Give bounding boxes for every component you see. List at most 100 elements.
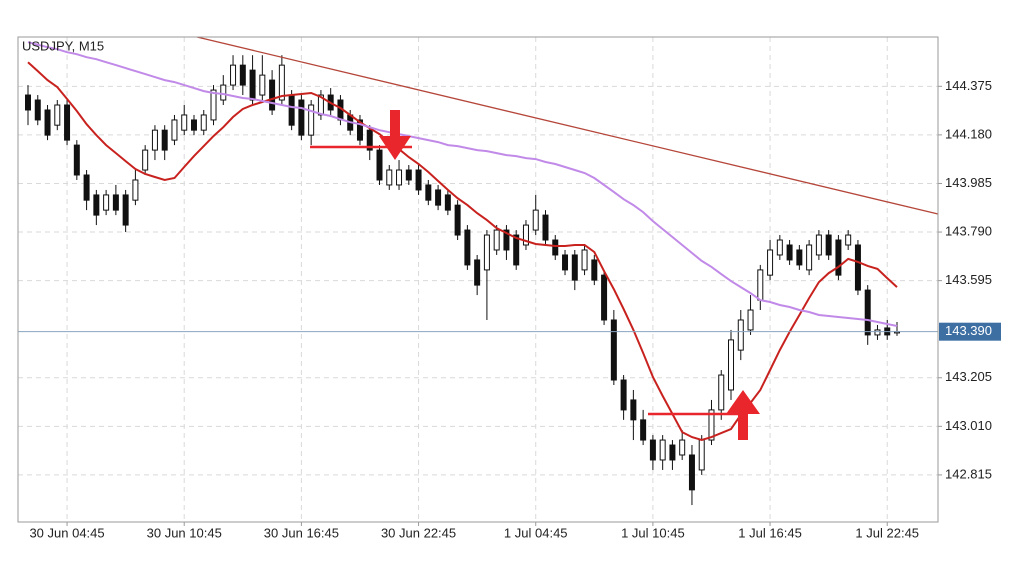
price-label: 143.390 (945, 323, 992, 338)
candle-body (737, 319, 744, 351)
sell-arrow (379, 110, 411, 160)
candle-body (435, 189, 442, 206)
y-tick-label: 142.815 (945, 466, 992, 481)
candle-body (503, 229, 510, 251)
x-tick-label: 1 Jul 22:45 (855, 525, 919, 540)
x-tick-label: 30 Jun 16:45 (264, 525, 339, 540)
candle-body (161, 129, 168, 151)
candle-body (688, 454, 695, 491)
y-tick-label: 143.790 (945, 223, 992, 238)
candle-body (640, 419, 647, 441)
candle-body (581, 249, 588, 271)
grid (18, 37, 938, 522)
candle-body (220, 84, 227, 101)
x-tick-label: 30 Jun 04:45 (29, 525, 104, 540)
candle-body (308, 104, 315, 136)
candle-body (366, 129, 373, 151)
y-tick-label: 143.985 (945, 175, 992, 190)
candle-body (142, 149, 149, 171)
candle-body (230, 64, 237, 86)
price-label-box (939, 322, 1001, 341)
x-tick-label: 30 Jun 10:45 (147, 525, 222, 540)
candle-body (601, 274, 608, 321)
candle-body (132, 179, 139, 201)
candle-body (54, 104, 61, 126)
candle-body (425, 184, 432, 201)
y-tick-label: 143.595 (945, 272, 992, 287)
candle-body (552, 239, 559, 256)
candle-body (151, 129, 158, 151)
x-tick-label: 30 Jun 22:45 (381, 525, 456, 540)
candle-body (34, 99, 41, 121)
candle-body (171, 119, 178, 141)
candle-body (708, 409, 715, 441)
y-tick-label: 144.180 (945, 126, 992, 141)
candle-body (464, 229, 471, 266)
candle-body (747, 309, 754, 331)
candle-body (591, 259, 598, 281)
candle-body (815, 234, 822, 256)
candle-body (728, 339, 735, 391)
candle-body (562, 254, 569, 271)
candle-body (93, 194, 100, 216)
candle-body (249, 69, 256, 101)
trend-line (196, 36, 939, 215)
candle-body (386, 169, 393, 186)
candle-body (83, 174, 90, 201)
candle-body (239, 64, 246, 86)
candle-body (396, 169, 403, 186)
candle-body (122, 194, 129, 226)
candle-body (513, 234, 520, 266)
candle-body (786, 244, 793, 261)
candle-body (698, 439, 705, 471)
axes: 144.375 144.180 143.985 143.790 143.595 143.2… (29, 78, 1001, 540)
candle-body (757, 269, 764, 301)
indicators (18, 41, 938, 442)
candle-body (474, 259, 481, 286)
candle-body (864, 289, 871, 336)
candle-body (542, 214, 549, 241)
candle-body (854, 244, 861, 291)
candle-body (806, 244, 813, 271)
plot-frame (17, 36, 939, 523)
candle-body (630, 399, 637, 421)
candle-body (376, 149, 383, 181)
candle-body (44, 109, 51, 136)
candle-body (874, 329, 881, 336)
candle-body (288, 94, 295, 126)
candle-body (103, 194, 110, 211)
candle-body (444, 194, 451, 211)
candle-body (493, 229, 500, 251)
x-tick-label: 1 Jul 04:45 (504, 525, 568, 540)
buy-arrow (726, 390, 760, 440)
moving-average (27, 41, 898, 327)
candle-body (620, 379, 627, 411)
candle-body (659, 439, 666, 461)
chart-title: USDJPY, M15 (22, 38, 104, 53)
candle-body (25, 94, 31, 111)
moving-average (27, 61, 898, 442)
candle-body (181, 114, 188, 131)
candle-body (835, 239, 842, 276)
candle-body (278, 64, 285, 101)
candle-body (405, 169, 412, 181)
candle-body (415, 169, 422, 191)
y-tick-label: 143.205 (945, 369, 992, 384)
y-tick-label: 143.010 (945, 418, 992, 433)
candle-body (522, 224, 529, 246)
candle-body (259, 74, 266, 96)
candle-body (269, 79, 276, 111)
x-tick-label: 1 Jul 10:45 (621, 525, 685, 540)
candle-body (190, 119, 197, 131)
candle-body (532, 209, 539, 231)
candle-body (649, 439, 656, 461)
candle-body (669, 444, 676, 461)
candle-body (200, 114, 207, 131)
candle-body (298, 99, 305, 136)
candle-body (356, 119, 363, 141)
candle-body (454, 204, 461, 236)
candle-body (610, 319, 617, 381)
candle-body (767, 249, 774, 276)
